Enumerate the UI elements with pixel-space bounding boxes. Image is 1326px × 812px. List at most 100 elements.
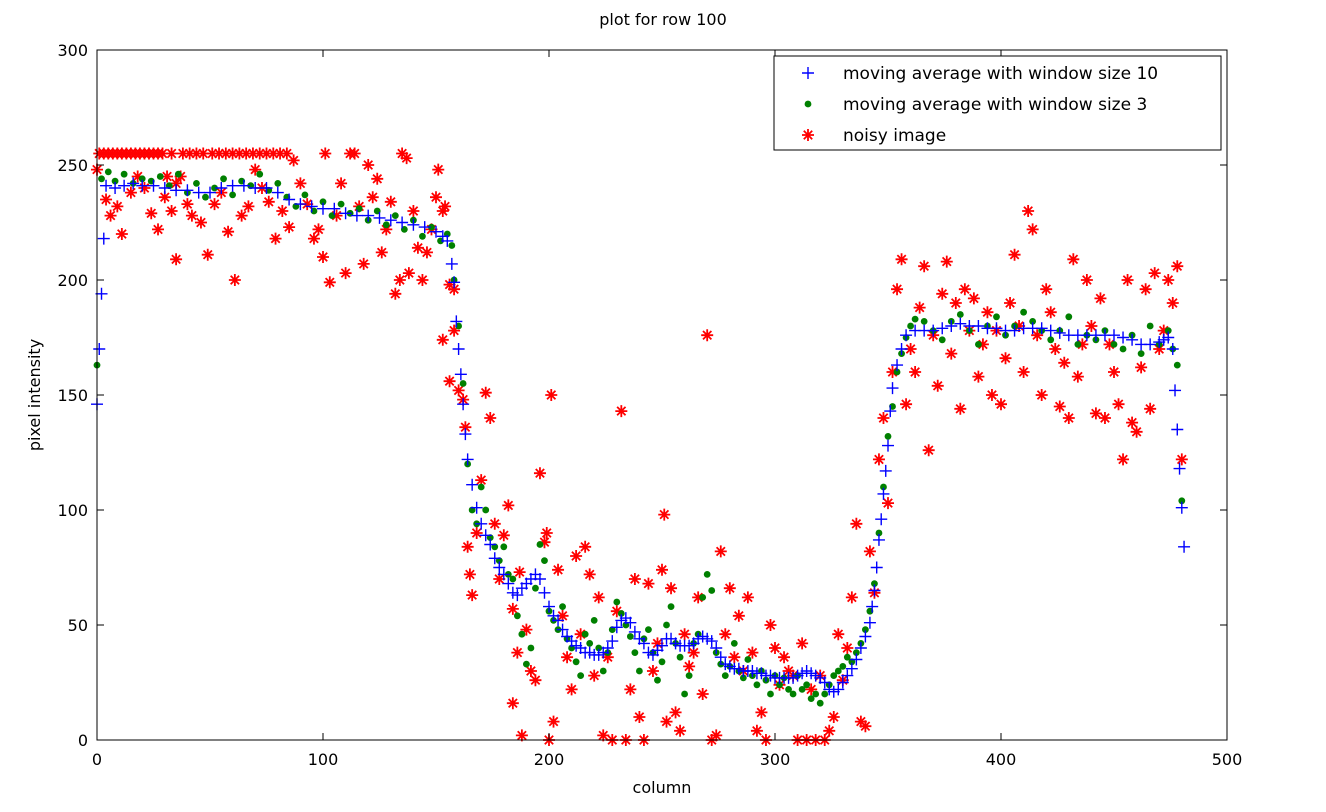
data-point-noisy [524,665,537,677]
data-point-noisy [701,329,714,342]
data-point-ma3 [536,541,544,548]
data-point-ma10 [95,287,108,300]
data-point-ma3 [98,175,105,183]
data-point-noisy [181,198,194,211]
data-point-ma10 [136,179,149,192]
x-tick-label: 400 [986,750,1017,769]
data-point-ma3 [595,644,603,652]
data-point-ma3 [590,617,598,624]
data-point-noisy [601,651,614,664]
data-point-ma10 [601,642,614,654]
data-point-noisy [561,651,574,664]
data-point-noisy [1004,297,1017,309]
data-point-noisy [1144,402,1157,415]
x-tick-label: 300 [760,750,791,769]
data-point-noisy [208,198,221,211]
data-point-ma3 [220,175,227,183]
data-point-noisy [624,683,637,696]
data-point-noisy [260,147,273,160]
data-point-noisy [124,186,137,199]
data-point-ma3 [523,660,530,668]
data-point-ma10 [502,577,515,590]
y-tick-label: 250 [57,156,88,175]
data-point-noisy [161,170,174,183]
data-point-ma3 [843,653,851,661]
data-point-noisy [520,623,533,636]
data-point-noisy [741,591,754,604]
data-point-noisy [348,147,361,160]
data-point-noisy [687,646,700,659]
data-point-noisy [294,177,307,190]
data-point-ma3 [703,571,711,578]
data-point-noisy [1076,338,1089,351]
data-point-noisy [375,246,388,259]
legend: moving average with window size 10 moving… [773,55,1222,151]
data-point-ma10 [452,343,465,355]
data-point-ma3 [559,603,566,610]
data-point-noisy [1008,248,1021,261]
data-point-noisy [995,398,1007,411]
data-point-noisy [579,540,592,553]
data-point-noisy [448,324,461,337]
data-point-ma3 [699,594,707,601]
data-point-noisy [845,591,858,604]
data-point-ma10 [479,529,492,542]
data-point-ma10 [714,651,727,664]
data-point-noisy [658,508,671,521]
data-point-ma10 [260,182,273,194]
data-point-ma3 [599,667,607,675]
data-point-ma10 [854,642,867,654]
data-point-ma3 [319,198,327,206]
data-point-noisy [683,660,696,673]
data-point-noisy [479,386,492,399]
data-point-ma3 [685,672,693,679]
data-point-noisy [170,253,183,266]
data-point-ma10 [866,600,879,613]
data-point-noisy [850,517,863,530]
data-point-ma10 [624,616,637,629]
x-tick-label: 200 [534,750,565,769]
data-point-noisy [1017,366,1030,378]
data-point-ma10 [891,359,904,372]
data-point-ma3 [631,649,639,656]
data-point-noisy [651,637,664,650]
data-point-noisy [1117,453,1130,466]
data-point-ma10 [283,193,296,206]
data-point-noisy [436,205,449,217]
data-point-ma3 [730,640,738,647]
data-point-ma3 [893,368,901,376]
data-point-ma10 [497,568,510,581]
data-point-ma10 [249,182,262,194]
data-point-noisy [574,628,587,641]
data-point-noisy [115,228,128,240]
data-point-noisy [533,467,546,480]
data-point-noisy [1089,407,1102,420]
data-point-ma3 [789,690,797,698]
legend-label-ma10: moving average with window size 10 [843,64,1158,84]
data-point-ma10 [875,513,888,526]
data-point-noisy [967,292,980,305]
data-point-ma10 [872,533,885,546]
legend-marker-ma10 [802,67,814,79]
data-point-ma10 [226,179,239,192]
data-point-ma3 [776,681,783,689]
data-point-ma3 [920,318,928,325]
data-point-noisy [269,232,282,245]
data-point-noisy [958,283,971,296]
data-point-ma3 [767,690,774,698]
data-point-noisy [317,251,329,263]
data-point-ma3 [500,543,508,551]
data-point-ma10 [373,211,386,224]
data-point-ma3 [419,232,426,240]
data-point-ma10 [1166,343,1179,355]
data-point-noisy [656,563,668,576]
data-point-noisy [755,706,768,719]
x-tick-label: 100 [308,750,339,769]
data-point-ma10 [445,257,458,270]
data-point-ma10 [317,202,329,215]
data-point-noisy [1040,283,1053,296]
data-point-ma3 [572,658,580,666]
data-point-ma10 [990,322,1003,335]
legend-marker-noisy [802,129,814,141]
data-point-noisy [954,402,967,415]
